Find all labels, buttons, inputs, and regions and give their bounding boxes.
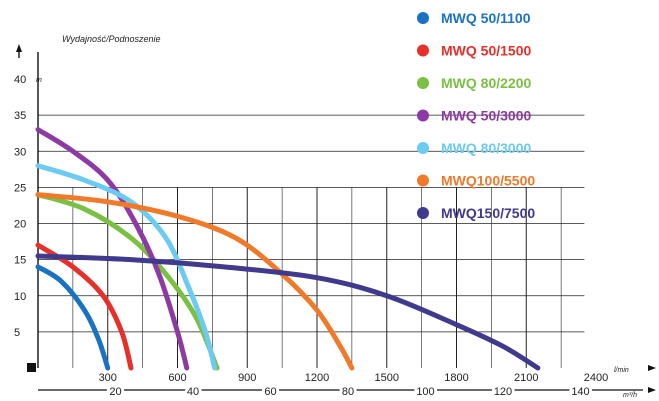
x2-tick-label: 100	[416, 386, 434, 398]
y-tick-label: 30	[14, 146, 26, 158]
x2-unit-label: m³/h	[623, 392, 637, 399]
x-axis-arrow-icon	[648, 365, 656, 371]
legend-label: MWQ 80/3000	[441, 140, 531, 156]
y-tick-label: 5	[14, 327, 20, 339]
x-tick-label: 300	[99, 372, 117, 384]
x-unit-label: l/min	[614, 367, 629, 374]
legend-marker-icon	[417, 142, 429, 154]
x2-tick-label: 120	[494, 386, 512, 398]
series-line-mwq-50-1500	[35, 242, 134, 371]
legend-label: MWQ100/5500	[441, 173, 535, 189]
y-tick-label: 35	[14, 110, 26, 122]
x2-tick-label: 40	[187, 386, 199, 398]
y-unit-label: m	[36, 77, 42, 84]
x2-tick-label: 140	[571, 386, 589, 398]
series-line-mwq-50-3000	[35, 127, 190, 371]
x2-tick-label: 80	[342, 386, 354, 398]
x2-tick-label: 20	[109, 386, 121, 398]
legend-item: MWQ100/5500	[417, 173, 535, 189]
grid	[38, 114, 585, 368]
legend-marker-icon	[417, 174, 429, 187]
tick-labels: 5 10 15 20 25 30 35 40 300 600 900 1200 1500 1800 2100…	[14, 74, 608, 401]
x-tick-label: 2100	[514, 372, 538, 384]
legend-marker-icon	[417, 77, 429, 89]
y-tick-label: 25	[14, 182, 26, 194]
legend-item: MWQ 80/3000	[417, 140, 531, 156]
legend-label: MWQ 50/3000	[441, 108, 531, 124]
legend-item: MWQ 50/1500	[417, 43, 531, 59]
legend-marker-icon	[417, 207, 429, 219]
series-line-mwq100-5500	[35, 192, 355, 371]
y-tick-label: 40	[14, 74, 26, 86]
legend-item: MWQ 50/1100	[417, 10, 531, 26]
x-tick-label: 900	[238, 372, 256, 384]
legend-label: MWQ 50/1100	[441, 10, 531, 26]
y-tick-label: 10	[14, 291, 26, 303]
legend-label: MWQ 80/2200	[441, 75, 531, 91]
x2-tick-label: 60	[264, 386, 276, 398]
series-line-mwq-80-3000	[35, 163, 218, 371]
y-tick-label: 15	[14, 255, 26, 267]
series-line-mwq-50-1100	[35, 264, 111, 371]
origin-marker	[27, 363, 36, 372]
legend-item: MWQ 50/3000	[417, 108, 531, 124]
legend-item: MWQ 80/2200	[417, 75, 531, 91]
x-tick-label: 1500	[375, 372, 399, 384]
series-line-mwq150-7500	[35, 253, 541, 371]
legend-marker-icon	[417, 109, 429, 122]
x-tick-label: 1800	[444, 372, 468, 384]
x-tick-label: 600	[168, 372, 186, 384]
x-tick-label: 1200	[305, 372, 329, 384]
x2-axis-arrow-icon	[648, 387, 656, 393]
legend: MWQ 50/1100 MWQ 50/1500 MWQ 80/2200 MWQ 50/…	[417, 10, 535, 221]
legend-label: MWQ150/7500	[441, 205, 535, 221]
y-tick-label: 20	[14, 219, 26, 231]
x-tick-label: 2400	[584, 372, 608, 384]
series-lines	[35, 127, 541, 371]
legend-marker-icon	[417, 12, 429, 24]
legend-marker-icon	[417, 44, 429, 57]
legend-label: MWQ 50/1500	[441, 43, 531, 59]
y-axis-title: Wydajność/Podnoszenie	[62, 34, 161, 44]
axes	[16, 44, 656, 393]
y-axis-arrow-icon	[16, 44, 22, 52]
legend-item: MWQ150/7500	[417, 205, 535, 221]
